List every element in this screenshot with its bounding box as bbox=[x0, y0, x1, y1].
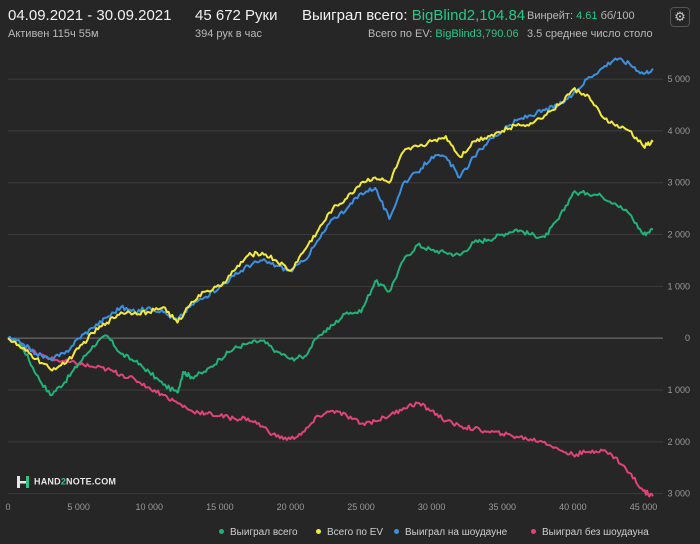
date-range[interactable]: 04.09.2021 - 30.09.2021 bbox=[8, 7, 172, 24]
legend-swatch bbox=[531, 528, 536, 534]
legend-label: Выиграл всего bbox=[230, 527, 298, 538]
y-tick-label: 5 000 bbox=[667, 74, 690, 84]
legend-item[interactable]: Выиграл всего bbox=[219, 527, 298, 538]
x-axis-ticks: 0 5 000 10 000 15 000 20 000 25 000 30 000 35 0… bbox=[5, 502, 657, 512]
series-line bbox=[7, 87, 654, 372]
series-line bbox=[7, 189, 653, 397]
winrate-value: 4.61 bbox=[576, 10, 598, 22]
y-tick-label: 2 000 bbox=[667, 437, 690, 447]
gear-icon[interactable]: ⚙ bbox=[670, 7, 690, 27]
x-tick-label: 40 000 bbox=[559, 502, 587, 512]
hands-per-hour: 394 рук в час bbox=[195, 28, 263, 40]
x-tick-label: 20 000 bbox=[277, 502, 305, 512]
won-total-value: BigBlind2,104.84 bbox=[411, 7, 526, 24]
y-tick-label: 2 000 bbox=[667, 230, 690, 240]
x-tick-label: 35 000 bbox=[489, 502, 517, 512]
x-tick-label: 0 bbox=[5, 502, 10, 512]
ev-total: Всего по EV: BigBlind3,790.06 bbox=[368, 28, 519, 40]
winnings-graph: 5 000 4 000 3 000 2 000 1 000 0 1 000 2 000 3 00… bbox=[5, 57, 690, 512]
logo-text-3: NOTE.COM bbox=[66, 476, 117, 487]
legend-item[interactable]: Всего по EV bbox=[316, 527, 383, 538]
legend-label: Выиграл на шоудауне bbox=[405, 527, 508, 538]
y-axis-ticks: 5 000 4 000 3 000 2 000 1 000 0 1 000 2 000 3 00… bbox=[667, 74, 690, 499]
legend-swatch bbox=[394, 528, 399, 534]
avg-tables: 3.5 среднее число столо bbox=[527, 28, 653, 40]
stats-header: 04.09.2021 - 30.09.2021 Активен 115ч 55м… bbox=[0, 0, 700, 46]
x-tick-label: 25 000 bbox=[347, 502, 375, 512]
hands-count: 45 672 Руки bbox=[195, 7, 278, 24]
legend-label: Всего по EV bbox=[327, 527, 384, 538]
legend-swatch bbox=[219, 528, 224, 534]
won-total: Выиграл всего: BigBlind2,104.84 bbox=[302, 7, 525, 24]
x-tick-label: 30 000 bbox=[418, 502, 446, 512]
x-tick-label: 15 000 bbox=[206, 502, 234, 512]
y-tick-label: 3 000 bbox=[667, 178, 690, 188]
winrate-label: Винрейт: bbox=[527, 10, 574, 22]
y-tick-label: 3 000 bbox=[667, 489, 690, 499]
logo-text-2: 2 bbox=[60, 476, 67, 487]
y-tick-label: 1 000 bbox=[667, 385, 690, 395]
y-tick-label: 4 000 bbox=[667, 126, 690, 136]
won-total-label: Выиграл всего: bbox=[302, 7, 408, 24]
legend-item[interactable]: Выиграл на шоудауне bbox=[394, 527, 507, 538]
active-time: Активен 115ч 55м bbox=[8, 28, 99, 40]
y-tick-label: 0 bbox=[685, 333, 690, 343]
legend-label: Выиграл без шоудауна bbox=[542, 527, 649, 538]
x-tick-label: 10 000 bbox=[135, 502, 163, 512]
winrate-unit: бб/100 bbox=[600, 10, 635, 22]
y-tick-label: 1 000 bbox=[667, 281, 690, 291]
grid-lines bbox=[8, 78, 663, 495]
winrate: Винрейт: 4.61 бб/100 bbox=[527, 10, 635, 22]
series-line bbox=[7, 337, 654, 498]
chart-legend: Выиграл всего Всего по EV Выиграл на шоуда… bbox=[0, 527, 700, 543]
legend-swatch bbox=[316, 528, 321, 534]
hand2note-logo: HAND2NOTE.COM bbox=[16, 475, 116, 489]
x-tick-label: 5 000 bbox=[67, 502, 90, 512]
x-tick-label: 45 000 bbox=[630, 502, 658, 512]
series-line bbox=[7, 57, 654, 362]
ev-total-value: BigBlind3,790.06 bbox=[435, 28, 519, 40]
logo-text-1: HAND bbox=[34, 476, 61, 487]
hand2note-logo-icon bbox=[17, 476, 29, 488]
ev-total-label: Всего по EV: bbox=[368, 28, 433, 40]
series-lines bbox=[7, 57, 654, 498]
legend-item[interactable]: Выиграл без шоудауна bbox=[531, 527, 649, 538]
